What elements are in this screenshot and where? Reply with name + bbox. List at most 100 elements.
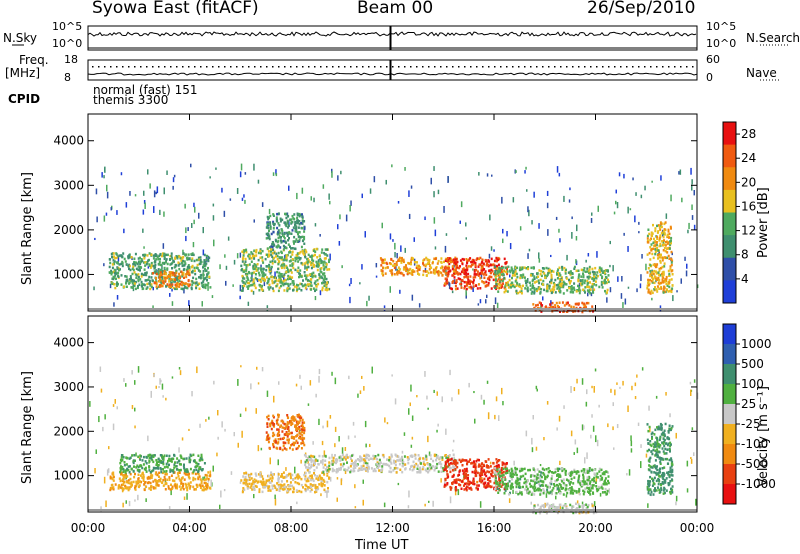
- heatmap-cell: [172, 471, 175, 474]
- heatmap-cell: [408, 408, 410, 415]
- heatmap-cell: [303, 226, 306, 229]
- heatmap-cell: [237, 379, 239, 386]
- heatmap-cell: [246, 478, 249, 482]
- heatmap-cell: [388, 459, 391, 462]
- freq-point: [638, 66, 640, 68]
- heatmap-cell: [294, 222, 297, 225]
- heatmap-cell: [121, 474, 124, 477]
- heatmap-cell: [404, 247, 406, 253]
- heatmap-cell: [186, 486, 189, 489]
- heatmap-cell: [331, 168, 333, 173]
- heatmap-cell: [195, 258, 198, 262]
- heatmap-cell: [192, 470, 195, 474]
- heatmap-cell: [319, 276, 322, 279]
- heatmap-cell: [145, 287, 148, 290]
- heatmap-cell: [474, 262, 477, 265]
- heatmap-cell: [300, 245, 303, 249]
- heatmap-cell: [275, 419, 278, 423]
- heatmap-cell: [289, 251, 292, 254]
- heatmap-cell: [272, 431, 275, 435]
- heatmap-cell: [256, 268, 259, 272]
- heatmap-cell: [152, 466, 155, 470]
- heatmap-cell: [543, 272, 546, 275]
- heatmap-cell: [476, 257, 479, 260]
- heatmap-cell: [300, 477, 303, 481]
- heatmap-cell: [444, 272, 447, 275]
- heatmap-cell: [538, 281, 541, 285]
- heatmap-cell: [305, 455, 308, 458]
- heatmap-cell: [539, 278, 542, 282]
- heatmap-cell: [364, 459, 367, 463]
- heatmap-cell: [276, 233, 279, 236]
- heatmap-cell: [246, 276, 249, 279]
- heatmap-cell: [148, 487, 151, 490]
- heatmap-cell: [657, 257, 659, 260]
- heatmap-cell: [447, 265, 450, 268]
- heatmap-cell: [557, 283, 559, 287]
- heatmap-cell: [273, 222, 276, 226]
- heatmap-cell: [278, 276, 281, 279]
- heatmap-cell: [270, 232, 273, 236]
- heatmap-cell: [598, 285, 601, 289]
- heatmap-cell: [287, 226, 290, 229]
- heatmap-cell: [208, 256, 211, 260]
- heatmap-cell: [184, 253, 187, 256]
- heatmap-cell: [313, 282, 316, 285]
- heatmap-cell: [165, 397, 167, 401]
- heatmap-cell: [296, 192, 298, 200]
- heatmap-cell: [600, 283, 603, 286]
- heatmap-cell: [139, 458, 142, 461]
- heatmap-cell: [178, 285, 181, 288]
- heatmap-cell: [275, 441, 277, 444]
- heatmap-cell: [123, 463, 126, 467]
- heatmap-cell: [171, 301, 174, 306]
- heatmap-cell: [137, 273, 140, 276]
- freq-point: [278, 66, 280, 68]
- heatmap-cell: [452, 273, 455, 277]
- heatmap-cell: [422, 457, 425, 460]
- heatmap-cell: [209, 474, 212, 477]
- heatmap-cell: [284, 441, 287, 445]
- heatmap-cell: [396, 459, 399, 462]
- heatmap-cell: [166, 275, 169, 278]
- heatmap-cell: [470, 488, 473, 491]
- heatmap-cell: [140, 275, 143, 278]
- colorbar-tick-label: 24: [741, 151, 756, 165]
- heatmap-cell: [123, 378, 125, 382]
- heatmap-cell: [322, 482, 324, 486]
- heatmap-cell: [203, 286, 206, 289]
- heatmap-cell: [163, 266, 166, 270]
- heatmap-cell: [157, 257, 160, 261]
- heatmap-cell: [570, 272, 573, 275]
- heatmap-cell: [181, 273, 184, 276]
- heatmap-cell: [110, 207, 112, 211]
- heatmap-cell: [344, 447, 347, 451]
- heatmap-cell: [301, 249, 304, 253]
- heatmap-cell: [657, 276, 660, 280]
- heatmap-cell: [203, 253, 206, 257]
- heatmap-cell: [502, 228, 504, 234]
- heatmap-cell: [473, 270, 476, 273]
- heatmap-cell: [255, 479, 258, 482]
- freq-point: [104, 66, 106, 68]
- heatmap-cell: [292, 436, 295, 439]
- heatmap-cell: [304, 287, 307, 290]
- heatmap-cell: [145, 271, 148, 274]
- heatmap-cell: [175, 468, 178, 471]
- heatmap-cell: [424, 503, 426, 507]
- heatmap-cell: [558, 272, 561, 275]
- heatmap-cell: [150, 457, 153, 460]
- heatmap-cell: [585, 401, 588, 407]
- heatmap-cell: [283, 483, 286, 486]
- heatmap-cell: [647, 283, 650, 287]
- heatmap-cell: [252, 278, 255, 281]
- heatmap-cell: [377, 453, 380, 457]
- heatmap-cell: [124, 476, 127, 479]
- heatmap-cell: [266, 222, 269, 225]
- heatmap-cell: [659, 235, 662, 239]
- heatmap-cell: [145, 470, 148, 473]
- heatmap-cell: [164, 473, 167, 476]
- heatmap-cell: [167, 485, 170, 488]
- heatmap-cell: [291, 264, 294, 268]
- heatmap-cell: [309, 260, 312, 264]
